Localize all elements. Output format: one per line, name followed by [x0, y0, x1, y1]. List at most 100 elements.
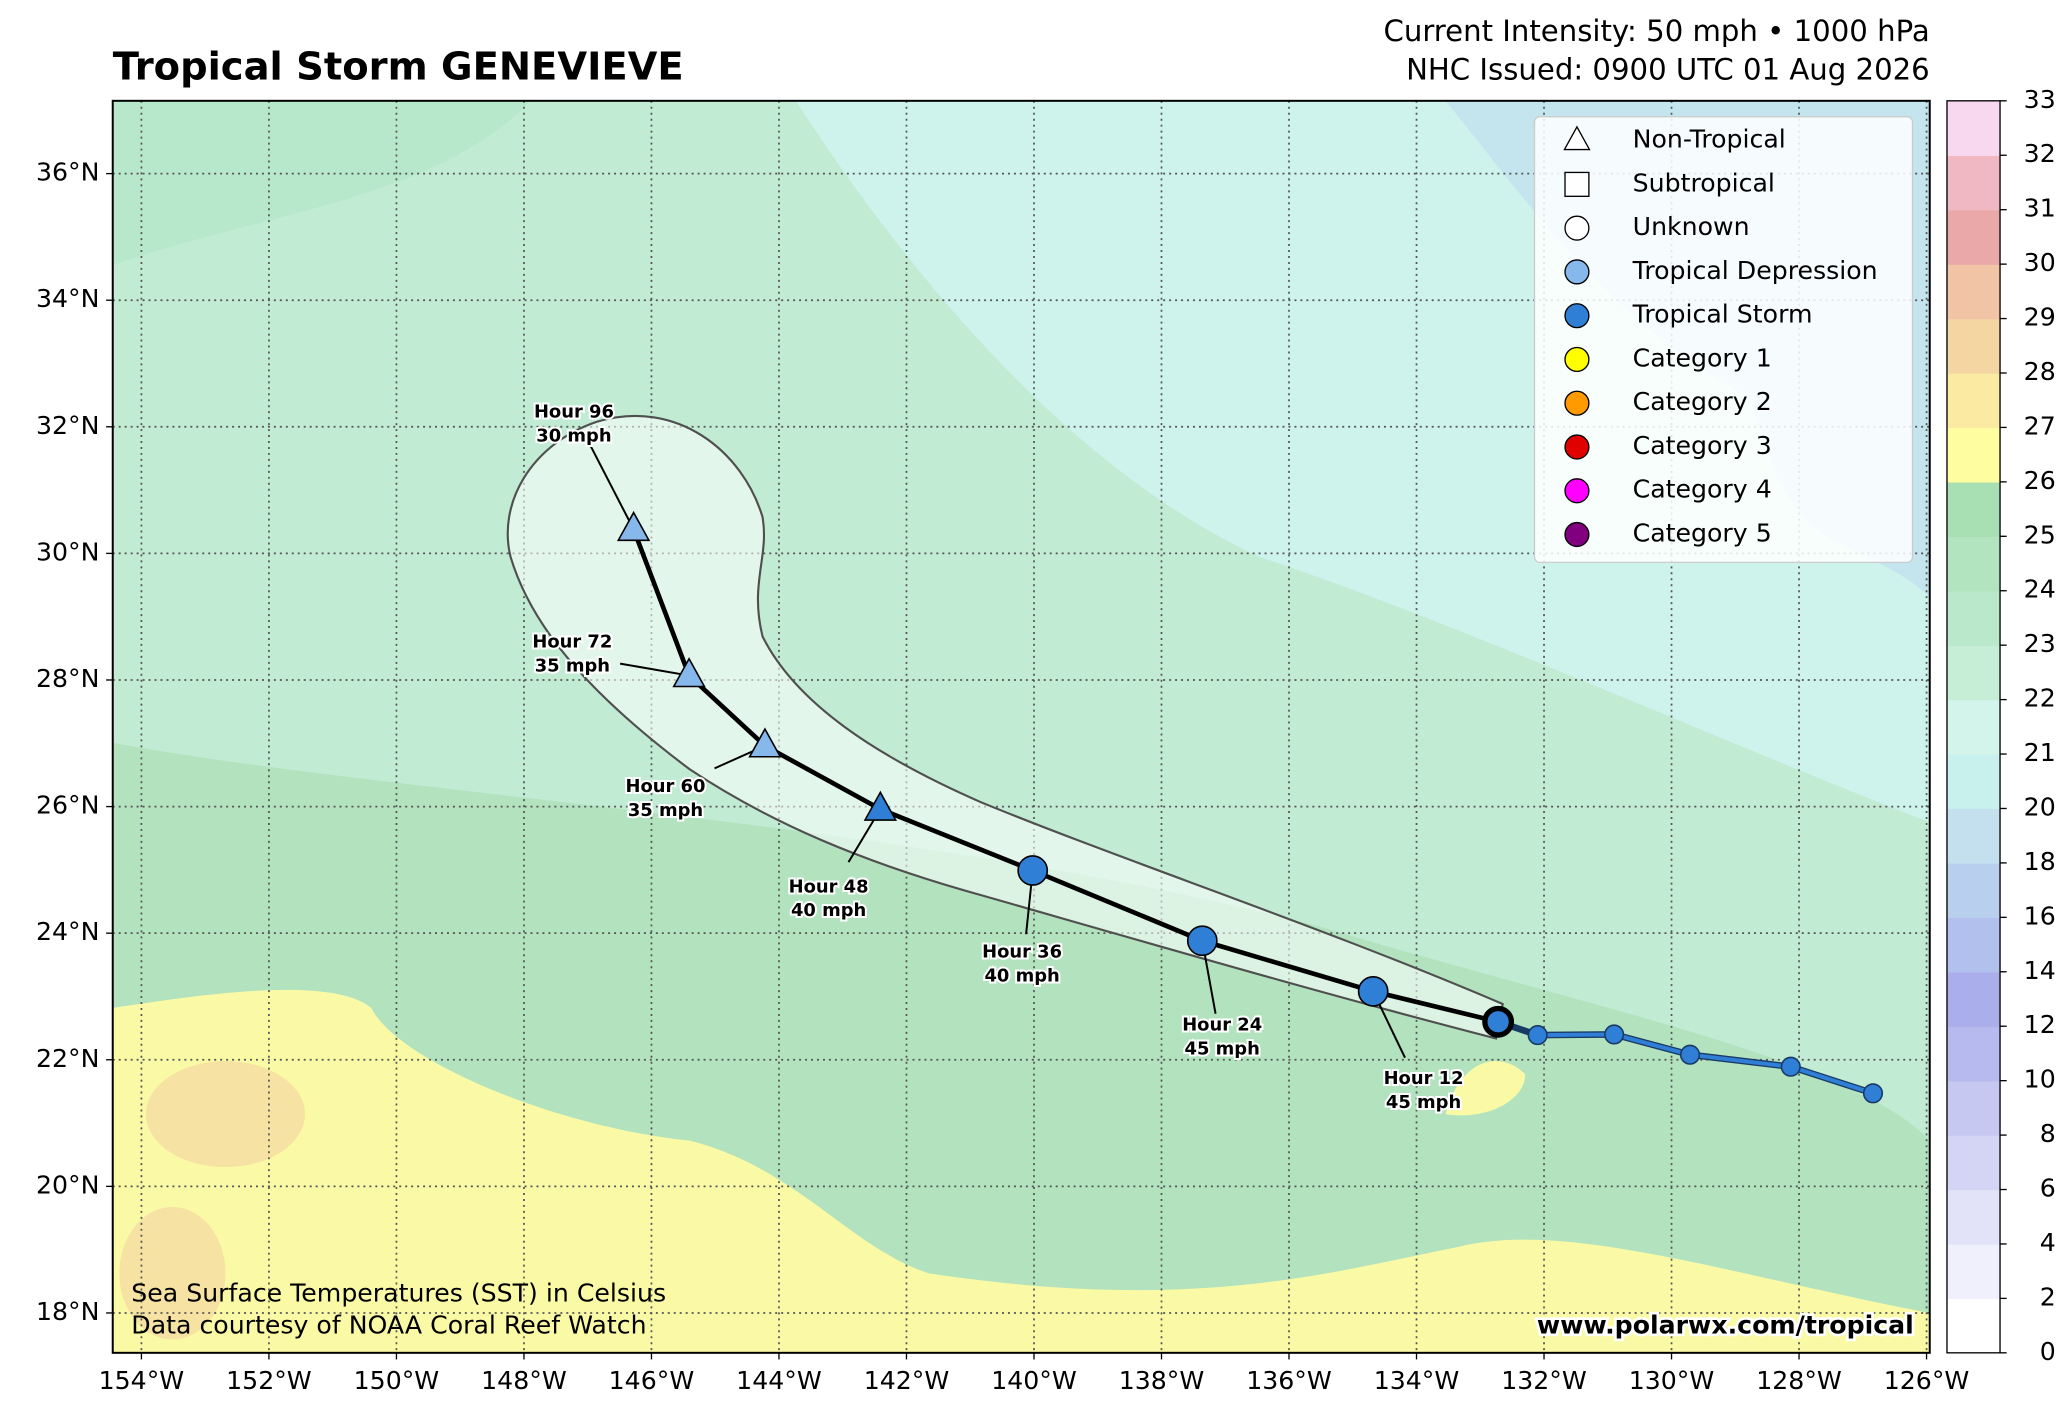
- colorbar-tick-label: 30: [2024, 248, 2056, 277]
- forecast-wind-label: 40 mph: [984, 966, 1059, 987]
- x-tick-label: 148°W: [481, 1366, 567, 1395]
- colorbar-segment: [1946, 808, 2001, 864]
- x-tick-label: 128°W: [1756, 1366, 1842, 1395]
- colorbar-segment: [1946, 264, 2001, 320]
- colorbar-tick-label: 25: [2024, 520, 2056, 549]
- legend-label: Tropical Storm: [1632, 300, 1813, 329]
- forecast-point: [1357, 976, 1389, 1007]
- x-tick-label: 132°W: [1501, 1366, 1587, 1395]
- past-point: [1604, 1024, 1625, 1045]
- grid: [112, 100, 1930, 1353]
- forecast-point: [748, 727, 782, 758]
- legend-label: Non-Tropical: [1633, 125, 1786, 154]
- x-tick-label: 134°W: [1374, 1366, 1460, 1395]
- past-point: [1527, 1024, 1548, 1046]
- colorbar-tick-label: 33: [2024, 85, 2056, 114]
- x-tick-label: 142°W: [864, 1366, 950, 1395]
- x-tick-label: 150°W: [354, 1366, 440, 1395]
- forecast-wind-label: 30 mph: [536, 425, 611, 446]
- past-point: [1679, 1044, 1701, 1065]
- leader-line: [588, 443, 635, 530]
- y-tick-label: 18°N: [36, 1297, 100, 1326]
- forecast-hour-label: Hour 96: [534, 402, 614, 423]
- colorbar-tick-label: 21: [2024, 738, 2056, 767]
- colorbar-segment: [1946, 100, 2001, 156]
- y-tick-label: 26°N: [36, 791, 100, 820]
- colorbar-tick-label: 31: [2024, 194, 2056, 223]
- x-tick-label: 154°W: [99, 1366, 185, 1395]
- colorbar-segment: [1946, 699, 2001, 755]
- colorbar-segment: [1946, 536, 2001, 592]
- past-point: [1862, 1083, 1884, 1104]
- legend-symbol: [1564, 434, 1590, 460]
- current-position: [1482, 1005, 1515, 1038]
- x-tick-label: 140°W: [991, 1366, 1077, 1395]
- forecast-hour-label: Hour 12: [1384, 1068, 1464, 1089]
- forecast-hour-label: Hour 72: [532, 631, 612, 652]
- colorbar-tick-label: 20: [2024, 792, 2056, 821]
- colorbar-segment: [1946, 862, 2001, 919]
- legend-symbol: [1564, 390, 1590, 416]
- colorbar-segment: [1946, 1189, 2001, 1245]
- colorbar-tick-label: 26: [2024, 466, 2056, 495]
- colorbar-segment: [1946, 1298, 2001, 1354]
- forecast-wind-label: 35 mph: [535, 655, 610, 676]
- legend-label: Category 3: [1633, 431, 1772, 460]
- cone: [506, 414, 1504, 1040]
- colorbar-segment: [1946, 427, 2001, 483]
- forecast-point: [672, 657, 706, 688]
- y-tick-label: 28°N: [36, 664, 100, 693]
- forecast-hour-label: Hour 24: [1182, 1015, 1262, 1036]
- legend-label: Subtropical: [1633, 168, 1775, 197]
- colorbar-segment: [1946, 1243, 2001, 1300]
- colorbar-tick-label: 28: [2024, 357, 2056, 386]
- colorbar-segment: [1946, 1080, 2001, 1136]
- colorbar-tick-label: 22: [2024, 684, 2056, 713]
- colorbar-segment: [1946, 1135, 2001, 1191]
- legend-box: [1533, 116, 1914, 564]
- y-tick-label: 22°N: [36, 1044, 100, 1073]
- colorbar-tick-label: 24: [2024, 575, 2056, 604]
- legend-label: Category 5: [1633, 519, 1772, 548]
- colorbar-tick-label: 23: [2024, 629, 2056, 658]
- leader-line: [619, 662, 690, 677]
- x-tick-label: 136°W: [1246, 1366, 1332, 1395]
- y-tick-label: 36°N: [36, 158, 100, 187]
- colorbar-segment: [1946, 372, 2001, 429]
- legend-label: Unknown: [1633, 212, 1750, 241]
- colorbar-segment: [1946, 645, 2001, 701]
- y-tick-label: 32°N: [36, 411, 100, 440]
- legend-symbol: [1564, 346, 1590, 373]
- y-tick-label: 24°N: [36, 917, 100, 946]
- map-frame: [111, 99, 1931, 1354]
- x-tick-label: 144°W: [736, 1366, 822, 1395]
- legend-label: Category 1: [1633, 343, 1772, 372]
- forecast-wind-label: 40 mph: [791, 900, 866, 921]
- colorbar-tick-label: 27: [2024, 411, 2056, 440]
- forecast-wind-label: 45 mph: [1386, 1092, 1461, 1113]
- colorbar-segment: [1946, 917, 2001, 973]
- forecast-hour-label: Hour 36: [982, 942, 1062, 963]
- legend-label: Category 2: [1633, 387, 1772, 416]
- colorbar-segment: [1946, 1026, 2001, 1082]
- forecast-hour-label: Hour 60: [625, 776, 705, 797]
- x-tick-label: 138°W: [1119, 1366, 1205, 1395]
- issued: NHC Issued: 0900 UTC 01 Aug 2026: [1406, 53, 1930, 87]
- past-point: [1780, 1056, 1801, 1077]
- y-tick-label: 20°N: [36, 1170, 100, 1199]
- colorbar-segment: [1946, 155, 2001, 211]
- legend-label: Tropical Depression: [1632, 256, 1878, 285]
- legend-symbol: [1564, 215, 1590, 241]
- colorbar-segment: [1946, 590, 2001, 646]
- colorbar-segment: [1946, 481, 2001, 537]
- credit-source: Data courtesy of NOAA Coral Reef Watch: [131, 1310, 646, 1339]
- legend-symbol: [1564, 303, 1590, 329]
- y-tick-label: 34°N: [36, 284, 100, 313]
- forecast-point: [1017, 855, 1049, 886]
- colorbar-tick-label: 12: [2024, 1010, 2056, 1039]
- legend-symbol: [1564, 259, 1590, 285]
- colorbar-tick-label: 29: [2024, 303, 2056, 332]
- forecast-wind-label: 35 mph: [628, 800, 703, 821]
- colorbar-tick-label: 10: [2024, 1065, 2056, 1094]
- colorbar-tick-label: 2: [2040, 1282, 2056, 1311]
